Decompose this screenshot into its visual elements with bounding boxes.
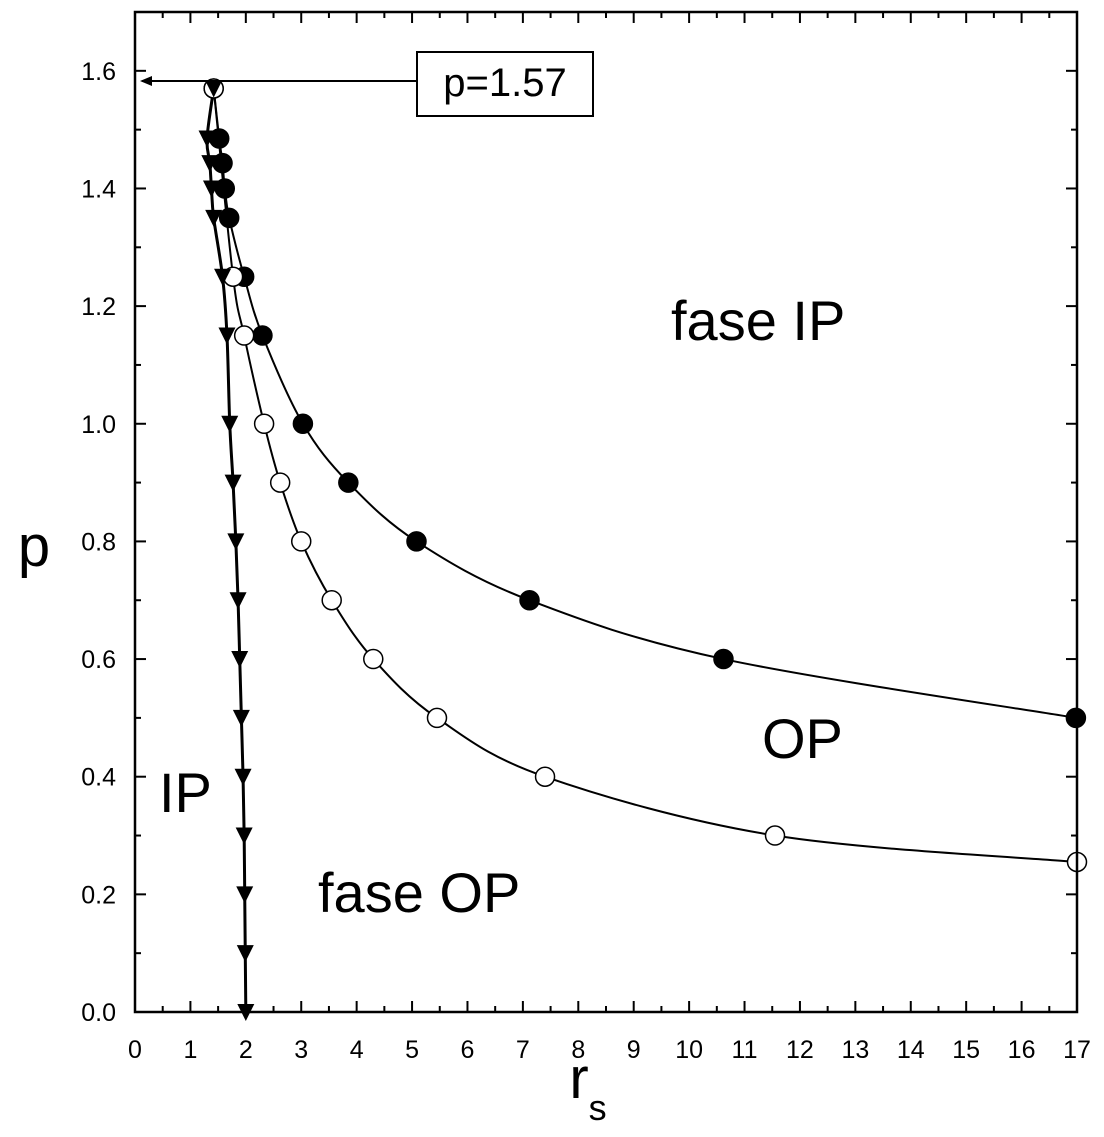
x-tick-label: 13 — [841, 1036, 869, 1064]
triangle-down-point — [229, 592, 247, 610]
x-tick-label: 10 — [675, 1036, 703, 1064]
triangle-down-point — [227, 533, 245, 551]
open-circle-point — [534, 766, 556, 787]
x-tick-label: 17 — [1063, 1036, 1091, 1064]
x-tick-label: 7 — [516, 1036, 530, 1064]
y-tick-label: 1.2 — [81, 293, 116, 321]
x-tick-labels: 0 1 2 3 4 5 6 7 8 9 10 11 12 13 14 15 16 17 — [128, 1036, 1091, 1064]
triangle-down-point — [214, 268, 232, 286]
triangle-down-point — [236, 945, 254, 963]
curve-filled-circles — [212, 88, 1077, 719]
x-tick-label: 4 — [350, 1036, 364, 1064]
filled-circle-point — [252, 325, 273, 346]
filled-circle-point — [338, 472, 359, 493]
y-tick-label: 1.6 — [81, 58, 116, 86]
x-tick-label: 11 — [732, 1036, 758, 1064]
x-tick-label: 1 — [183, 1036, 197, 1064]
triangle-down-point — [218, 327, 236, 345]
plot-frame — [133, 10, 1079, 1014]
curve-open-circles — [212, 88, 1078, 863]
region-label-fase-ip: fase IP — [671, 289, 845, 352]
triangle-down-point — [221, 415, 239, 433]
x-tick-label: 2 — [239, 1036, 253, 1064]
triangle-down-point — [205, 209, 223, 227]
y-tick-label: 0.4 — [81, 764, 116, 792]
filled-circle-point — [519, 589, 540, 611]
x-tick-label: 5 — [405, 1036, 419, 1064]
filled-circle-point — [713, 648, 734, 670]
region-label-fase-op: fase OP — [318, 861, 520, 924]
y-tick-label: 1.4 — [81, 175, 116, 203]
y-tick-label: 0.6 — [81, 646, 116, 674]
open-circle-point — [363, 648, 384, 670]
x-tick-label: 16 — [1008, 1036, 1036, 1064]
triangle-down-point — [201, 155, 219, 173]
x-tick-label: 14 — [897, 1036, 925, 1064]
triangle-down-point — [236, 886, 254, 904]
filled-circle-point — [218, 207, 240, 229]
callout-label: p=1.57 — [443, 61, 566, 105]
y-tick-label: 0.2 — [81, 881, 116, 909]
open-circle-point — [426, 707, 448, 729]
y-axis-title: p — [18, 514, 50, 579]
x-tick-label: 9 — [627, 1036, 641, 1064]
x-tick-label: 3 — [294, 1036, 308, 1064]
x-tick-label: 8 — [571, 1036, 585, 1064]
triangle-down-point — [235, 827, 253, 845]
open-circle-point — [253, 413, 275, 435]
y-tick-label: 1.0 — [81, 411, 116, 439]
triangle-down-point — [202, 180, 220, 198]
y-tick-labels: 0.0 0.2 0.4 0.6 0.8 1.0 1.2 1.4 1.6 — [81, 58, 116, 1027]
axis-ticks — [134, 11, 1078, 1013]
x-tick-label: 0 — [128, 1036, 142, 1064]
filled-circle-point — [406, 531, 427, 552]
triangle-down-point — [232, 709, 250, 727]
open-circle-point — [269, 472, 291, 493]
x-tick-label: 15 — [952, 1036, 980, 1064]
x-tick-label: 12 — [786, 1036, 814, 1064]
triangle-down-point — [231, 651, 249, 669]
triangle-down-point — [224, 474, 242, 492]
open-circle-point — [321, 589, 342, 611]
open-circle-point — [290, 531, 312, 552]
open-circle-point — [233, 325, 255, 346]
x-axis-title: rs — [569, 1046, 606, 1128]
data-markers — [198, 78, 1088, 1021]
region-label-op: OP — [762, 707, 843, 770]
y-tick-label: 0.0 — [81, 999, 116, 1027]
region-label-ip: IP — [159, 761, 212, 824]
x-tick-label: 6 — [461, 1036, 475, 1064]
x-axis-title-subscript: s — [589, 1087, 607, 1128]
open-circle-point — [764, 825, 786, 846]
triangle-down-point — [205, 80, 223, 98]
callout-box — [416, 51, 594, 117]
y-tick-label: 0.8 — [81, 528, 116, 556]
triangle-down-point — [234, 768, 252, 786]
triangle-down-point — [198, 130, 216, 148]
filled-circle-point — [292, 413, 314, 435]
